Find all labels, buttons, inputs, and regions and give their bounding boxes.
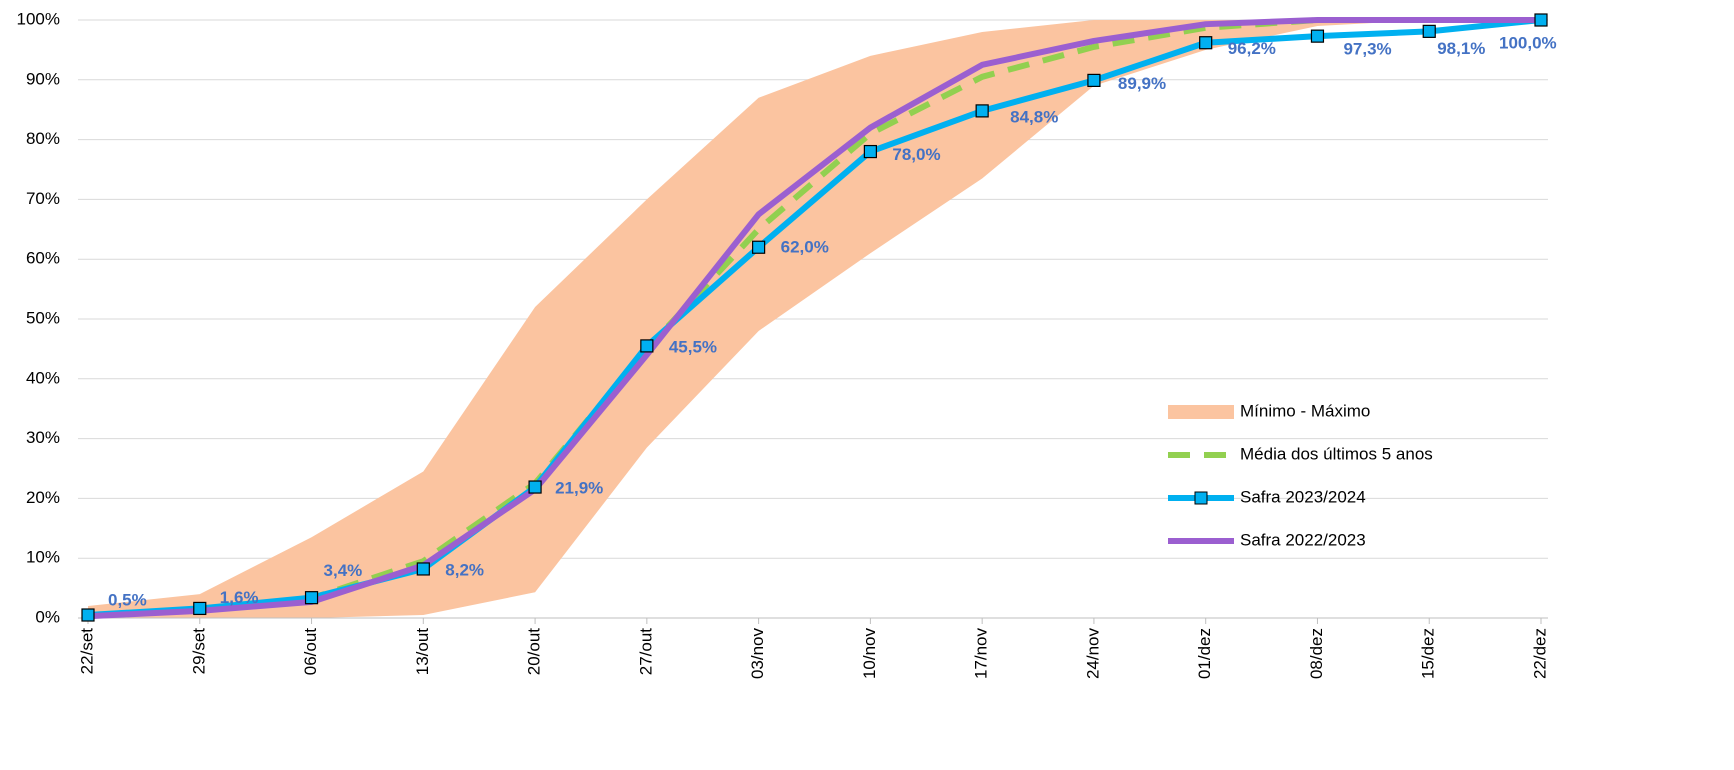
marker (1310, 29, 1325, 43)
data-label: 21,9% (555, 479, 603, 498)
legend-label: Safra 2023/2024 (1240, 487, 1366, 506)
y-tick-label: 100% (17, 9, 60, 28)
y-tick-label: 10% (26, 548, 60, 567)
x-tick-label: 27/out (636, 628, 655, 676)
x-tick-label: 17/nov (972, 628, 991, 680)
y-tick-label: 80% (26, 129, 60, 148)
marker (975, 104, 989, 118)
x-tick-label: 03/nov (748, 628, 767, 680)
x-tick-label: 06/out (301, 628, 320, 676)
legend-label: Média dos últimos 5 anos (1240, 444, 1433, 463)
y-tick-label: 90% (26, 69, 60, 88)
y-tick-label: 60% (26, 249, 60, 268)
x-tick-label: 20/out (525, 628, 544, 676)
legend-label: Safra 2022/2023 (1240, 530, 1366, 549)
y-tick-label: 30% (26, 428, 60, 447)
data-label: 89,9% (1118, 74, 1166, 93)
data-label: 78,0% (892, 145, 940, 164)
marker (863, 144, 877, 159)
y-tick-label: 70% (26, 189, 60, 208)
data-label: 45,5% (669, 337, 717, 356)
y-tick-label: 40% (26, 368, 60, 387)
x-tick-label: 13/out (413, 628, 432, 676)
data-label: 84,8% (1010, 107, 1058, 126)
x-tick-label: 10/nov (860, 628, 879, 680)
x-tick-label: 29/set (189, 628, 208, 675)
y-tick-label: 20% (26, 488, 60, 507)
legend-marker (1194, 491, 1208, 505)
min-max-band (88, 20, 1541, 618)
marker (416, 562, 430, 576)
x-tick-label: 15/dez (1419, 628, 1438, 679)
x-tick-label: 01/dez (1195, 628, 1214, 679)
data-label: 62,0% (781, 238, 829, 257)
data-label: 100,0% (1499, 33, 1557, 52)
legend-label: Mínimo - Máximo (1240, 401, 1370, 420)
marker (81, 608, 95, 622)
marker (1199, 36, 1213, 50)
marker (528, 480, 542, 494)
legend-swatch (1168, 405, 1234, 419)
data-label: 8,2% (445, 560, 484, 579)
y-tick-label: 0% (35, 607, 60, 626)
x-tick-label: 08/dez (1307, 628, 1326, 679)
x-tick-label: 22/dez (1530, 628, 1549, 679)
series-line (87, 17, 1541, 620)
marker (1087, 73, 1101, 87)
data-label: 98,1% (1437, 39, 1485, 58)
marker (1422, 24, 1436, 38)
x-tick-label: 24/nov (1083, 628, 1102, 680)
marker (752, 240, 766, 254)
data-label: 96,2% (1228, 39, 1276, 58)
data-label: 0,5% (108, 590, 147, 609)
marker (1534, 13, 1548, 27)
data-label: 3,4% (324, 561, 363, 580)
marker (640, 339, 654, 353)
x-tick-label: 22/set (77, 628, 96, 675)
marker (304, 591, 319, 605)
data-label: 97,3% (1343, 40, 1391, 59)
y-tick-label: 50% (26, 308, 60, 327)
data-label: 1,6% (220, 588, 259, 607)
marker (193, 601, 207, 616)
